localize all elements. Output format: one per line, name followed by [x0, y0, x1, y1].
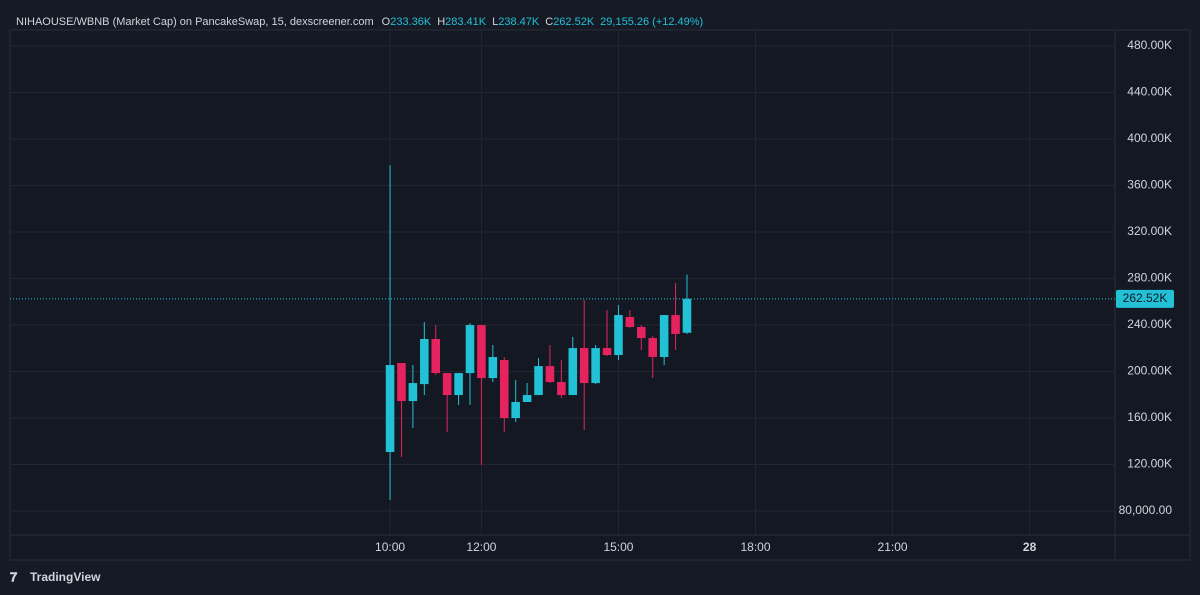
header: NIHAOUSE/WBNB (Market Cap) on PancakeSwa… — [16, 16, 703, 28]
y-tick-label: 80,000.00 — [1119, 503, 1173, 517]
ohlc-value: 283.41K — [445, 16, 487, 28]
x-tick-label: 10:00 — [375, 540, 405, 554]
candle-body — [579, 348, 589, 384]
ohlc-value: 262.52K — [553, 16, 595, 28]
ohlc-value: 233.36K — [390, 16, 432, 28]
ohlc-key: H — [437, 16, 445, 28]
y-tick-label: 280.00K — [1127, 271, 1172, 285]
candle-body — [591, 348, 600, 384]
y-tick-label: 360.00K — [1127, 178, 1172, 192]
chart-frame — [9, 29, 1191, 561]
ohlc-key: L — [492, 16, 498, 28]
candle-body — [602, 348, 612, 356]
candle-body — [431, 338, 441, 374]
candle-body — [477, 325, 486, 379]
y-tick-label: 480.00K — [1127, 38, 1172, 52]
candle-body — [659, 315, 669, 358]
candle-body — [465, 325, 475, 374]
candle-body — [488, 357, 498, 379]
candle-body — [568, 348, 578, 396]
candle-body — [454, 373, 463, 396]
candle-body — [671, 315, 680, 334]
candle-body — [648, 338, 658, 358]
candle-body — [442, 373, 452, 396]
candle-body — [420, 338, 429, 385]
brand-name: TradingView — [30, 570, 101, 584]
candle-body — [545, 366, 555, 383]
candle-body — [625, 317, 635, 328]
candle-body — [557, 382, 566, 396]
candle-body — [614, 315, 623, 356]
brand: 𝟕 TradingView — [10, 569, 101, 584]
y-tick-label: 200.00K — [1127, 364, 1172, 378]
y-tick-label: 240.00K — [1127, 317, 1172, 331]
candle-body — [397, 363, 406, 402]
candle-body — [385, 365, 395, 452]
ohlc-value: 238.47K — [498, 16, 540, 28]
last-price-label: 262.52K — [1123, 291, 1168, 305]
x-tick-label: 18:00 — [740, 540, 770, 554]
candle-body — [499, 360, 509, 419]
x-tick-label: 28 — [1023, 540, 1037, 554]
candle-body — [511, 402, 520, 419]
candle-body — [522, 395, 532, 403]
title: NIHAOUSE/WBNB (Market Cap) on PancakeSwa… — [16, 16, 374, 28]
candle-body — [637, 327, 646, 339]
x-tick-label: 12:00 — [466, 540, 496, 554]
y-tick-label: 120.00K — [1127, 457, 1172, 471]
candle-body — [682, 298, 692, 333]
y-tick-label: 320.00K — [1127, 224, 1172, 238]
candle-body — [408, 383, 418, 402]
y-tick-label: 440.00K — [1127, 85, 1172, 99]
ohlc-key: C — [545, 16, 553, 28]
y-tick-label: 400.00K — [1127, 131, 1172, 145]
ohlc-key: O — [382, 16, 391, 28]
x-tick-label: 15:00 — [603, 540, 633, 554]
logo: 𝟕 — [10, 569, 18, 584]
last-price-badge — [1116, 289, 1174, 308]
y-tick-label: 160.00K — [1127, 410, 1172, 424]
change: 29,155.26 (+12.49%) — [600, 16, 703, 28]
candle-body — [534, 366, 543, 396]
x-tick-label: 21:00 — [878, 540, 908, 554]
